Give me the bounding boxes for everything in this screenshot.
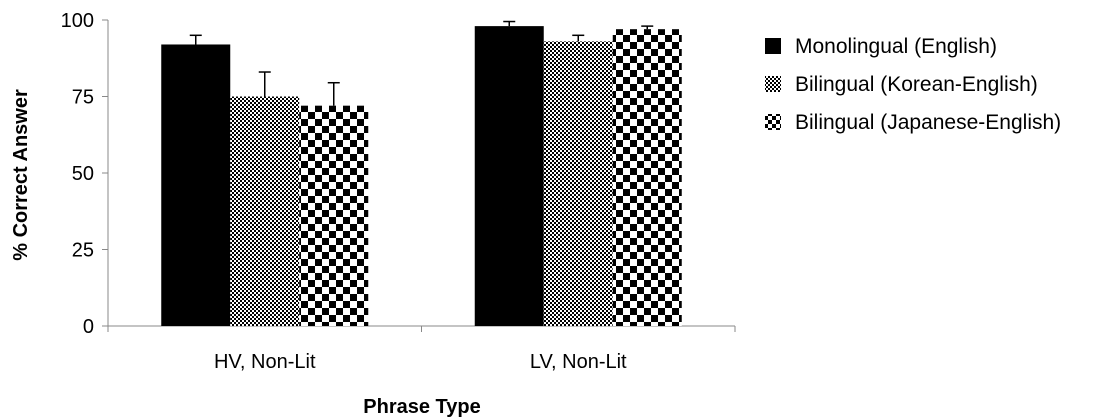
x-axis: HV, Non-Lit LV, Non-Lit [107,325,736,373]
legend-swatch [765,38,781,54]
y-axis: 0 25 50 75 100 [61,10,109,338]
legend-label: Monolingual (English) [795,35,997,58]
x-axis-title: Phrase Type [363,396,480,418]
bar [230,96,300,326]
bar [474,26,544,327]
y-tick-label: 100 [61,10,94,32]
bar [299,105,369,327]
error-bars [189,20,654,106]
y-tick-label: 50 [72,163,94,185]
legend-item: Monolingual (English) [765,35,997,58]
y-tick-label: 25 [72,240,94,262]
legend-item: Bilingual (Japanese-English) [765,111,1061,134]
legend-swatch [765,114,781,130]
bars [161,26,682,327]
y-axis-title: % Correct Answer [10,89,32,261]
x-tick-label: LV, Non-Lit [530,351,627,373]
legend-label: Bilingual (Korean-English) [795,73,1038,96]
legend-swatch [765,76,781,92]
y-tick-label: 0 [83,316,94,338]
legend-item: Bilingual (Korean-English) [765,73,1038,96]
y-tick-label: 75 [72,87,94,109]
bar [543,41,613,327]
legend: Monolingual (English) Bilingual (Korean-E… [765,35,1061,134]
bar [161,44,231,326]
legend-label: Bilingual (Japanese-English) [795,111,1061,134]
bar [612,29,682,327]
x-tick-label: HV, Non-Lit [214,351,316,373]
